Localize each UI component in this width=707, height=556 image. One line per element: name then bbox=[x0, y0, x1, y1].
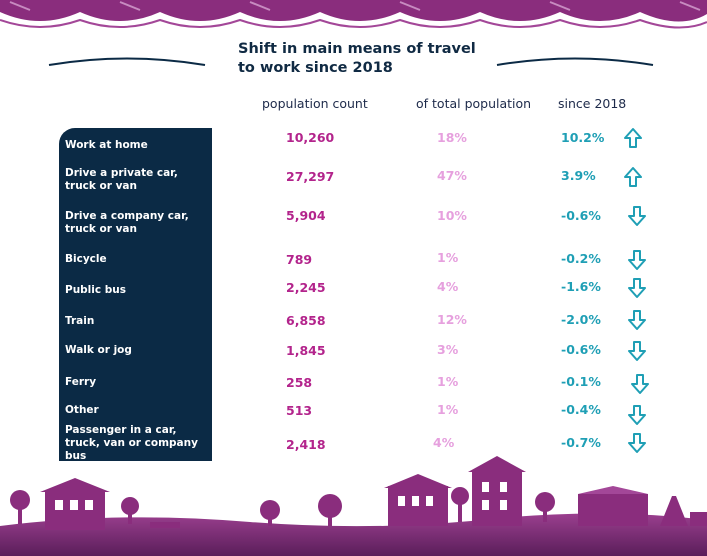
title-line-1: Shift in main means of travel bbox=[238, 41, 476, 57]
row-pct: 47% bbox=[437, 168, 467, 183]
title-line-2: to work since 2018 bbox=[238, 60, 393, 76]
arrow-down-icon bbox=[628, 433, 646, 453]
town-skyline-illustration bbox=[0, 456, 707, 556]
row-label-train: Train bbox=[65, 315, 95, 327]
column-header-population-count: population count bbox=[262, 96, 368, 111]
row-count: 10,260 bbox=[286, 130, 335, 145]
top-decorative-band bbox=[0, 0, 707, 29]
arrow-up-icon bbox=[624, 167, 642, 187]
row-pct: 4% bbox=[433, 435, 455, 450]
page-title: Shift in main means of travel to work si… bbox=[238, 40, 498, 78]
row-label-passenger: Passenger in a car, truck, van or compan… bbox=[65, 424, 198, 462]
arrow-down-icon bbox=[628, 278, 646, 298]
row-pct: 3% bbox=[437, 342, 459, 357]
row-count: 258 bbox=[286, 375, 313, 390]
row-pct: 10% bbox=[437, 208, 467, 223]
arrow-down-icon bbox=[628, 206, 646, 226]
row-pct: 12% bbox=[437, 312, 467, 327]
arrow-down-icon bbox=[628, 341, 646, 361]
row-count: 1,845 bbox=[286, 343, 326, 358]
row-change: -0.4% bbox=[561, 402, 601, 417]
row-change: -0.1% bbox=[561, 374, 601, 389]
row-change: -0.6% bbox=[561, 342, 601, 357]
row-label-work-at-home: Work at home bbox=[65, 139, 148, 151]
row-label-public-bus: Public bus bbox=[65, 284, 127, 296]
row-pct: 1% bbox=[437, 402, 459, 417]
row-pct: 4% bbox=[437, 279, 459, 294]
row-label-walk-or-jog: Walk or jog bbox=[65, 344, 132, 356]
category-panel bbox=[59, 128, 212, 461]
row-count: 6,858 bbox=[286, 313, 326, 328]
row-label-ferry: Ferry bbox=[65, 376, 97, 388]
row-change: -0.6% bbox=[561, 208, 601, 223]
row-change: 10.2% bbox=[561, 130, 605, 145]
row-change: -0.7% bbox=[561, 435, 601, 450]
row-count: 2,245 bbox=[286, 280, 326, 295]
title-decor-left bbox=[48, 57, 206, 66]
arrow-up-icon bbox=[624, 128, 642, 148]
row-count: 5,904 bbox=[286, 208, 326, 223]
row-label-other: Other bbox=[65, 404, 99, 416]
row-count: 789 bbox=[286, 252, 313, 267]
row-label-drive-private: Drive a private car, truck or van bbox=[65, 167, 178, 192]
arrow-down-icon bbox=[628, 250, 646, 270]
row-label-drive-company: Drive a company car, truck or van bbox=[65, 210, 189, 235]
row-count: 2,418 bbox=[286, 437, 326, 452]
arrow-down-icon bbox=[631, 374, 649, 394]
row-change: -0.2% bbox=[561, 251, 601, 266]
arrow-down-icon bbox=[628, 405, 646, 425]
row-pct: 1% bbox=[437, 250, 459, 265]
column-header-since: since 2018 bbox=[558, 96, 627, 111]
row-change: -1.6% bbox=[561, 279, 601, 294]
row-change: -2.0% bbox=[561, 312, 601, 327]
title-decor-right bbox=[496, 57, 654, 66]
row-count: 513 bbox=[286, 403, 313, 418]
column-header-of-total: of total population bbox=[416, 96, 532, 111]
arrow-down-icon bbox=[628, 310, 646, 330]
row-count: 27,297 bbox=[286, 169, 335, 184]
row-pct: 18% bbox=[437, 130, 467, 145]
row-pct: 1% bbox=[437, 374, 459, 389]
row-label-bicycle: Bicycle bbox=[65, 253, 107, 265]
row-change: 3.9% bbox=[561, 168, 596, 183]
